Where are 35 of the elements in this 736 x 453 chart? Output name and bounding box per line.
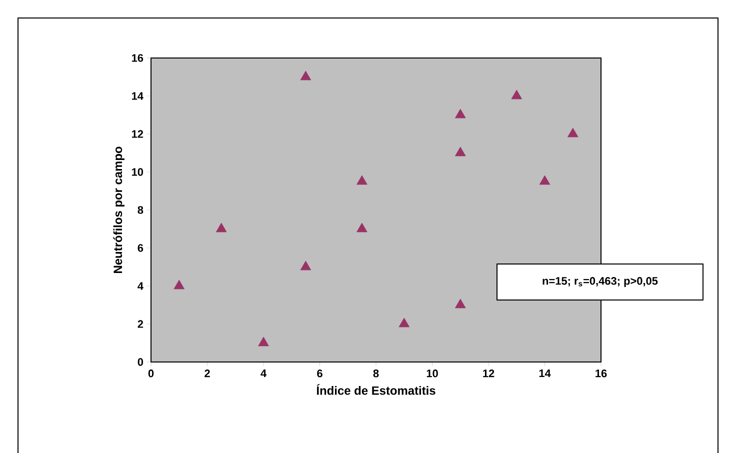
point	[511, 90, 522, 100]
point	[174, 280, 185, 290]
x-tick-label: 4	[260, 370, 266, 378]
x-tick-label: 6	[317, 370, 322, 378]
y-tick-label: 4	[138, 282, 144, 290]
x-tick-label: 8	[373, 370, 379, 378]
x-tick-label: 16	[596, 370, 607, 378]
point	[356, 222, 368, 232]
y-tick-label: 16	[132, 54, 144, 62]
x-tick-label: 0	[148, 370, 154, 378]
y-tick-label: 8	[138, 206, 144, 214]
point	[454, 146, 466, 156]
y-axis-title: Neutrófilos por campo	[113, 146, 124, 273]
y-tick-label: 12	[132, 130, 144, 138]
x-tick-label: 2	[204, 370, 210, 378]
point	[567, 128, 578, 138]
point	[539, 175, 550, 185]
point	[300, 70, 312, 80]
point	[356, 175, 368, 185]
x-axis-title: Índice de Estomatitis	[316, 384, 436, 395]
point	[216, 222, 227, 232]
y-tick-label: 14	[132, 92, 144, 100]
x-tick-label: 12	[483, 370, 494, 378]
y-tick-label: 10	[132, 168, 144, 176]
y-tick-label: 2	[138, 320, 144, 328]
point	[398, 318, 410, 328]
point	[454, 108, 466, 118]
x-tick-label: 10	[426, 370, 438, 378]
x-tick-label: 14	[539, 370, 551, 378]
point	[300, 260, 312, 270]
y-tick-label: 0	[138, 358, 144, 366]
point	[454, 298, 466, 308]
y-tick-label: 6	[138, 244, 144, 252]
point	[258, 336, 269, 346]
annotation: n=15; r$_{s}$=0,463; p>0,05	[542, 277, 658, 287]
